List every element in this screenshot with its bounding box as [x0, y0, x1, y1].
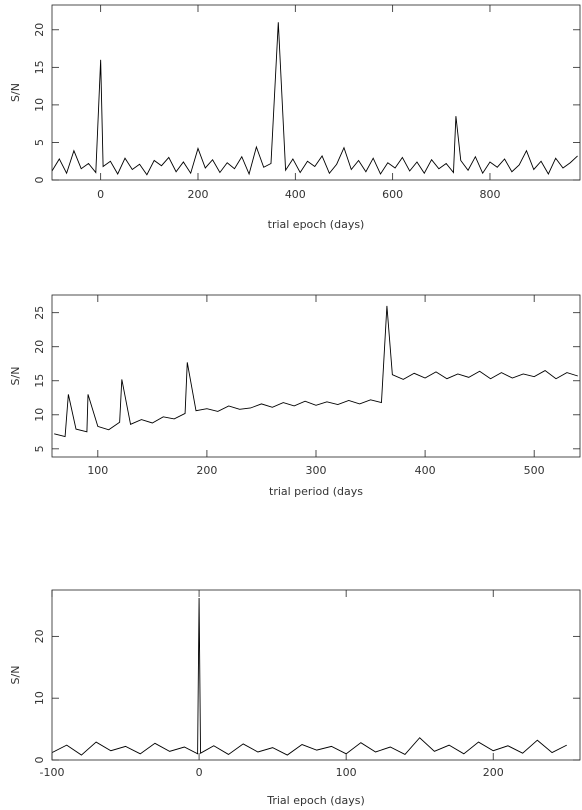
- x-tick-label: 500: [524, 464, 545, 477]
- x-tick-label: -100: [40, 766, 65, 779]
- y-tick-label: 0: [33, 757, 46, 764]
- plot-frame: [51, 294, 581, 458]
- x-tick-label: 400: [285, 188, 306, 201]
- x-tick-label: 200: [483, 766, 504, 779]
- y-tick-label: 15: [33, 374, 46, 388]
- y-tick-label: 15: [33, 60, 46, 74]
- x-tick-label: 800: [479, 188, 500, 201]
- x-tick-label: 600: [382, 188, 403, 201]
- y-axis-label: S/N: [9, 83, 22, 102]
- data-line: [52, 22, 578, 176]
- y-axis-label: S/N: [9, 666, 22, 685]
- x-tick-label: 200: [187, 188, 208, 201]
- y-tick-label: 0: [33, 177, 46, 184]
- x-axis-label: trial period (days: [269, 485, 363, 498]
- y-tick-label: 20: [33, 629, 46, 643]
- plot-frame: [51, 589, 581, 761]
- x-tick-label: 0: [97, 188, 104, 201]
- x-tick-label: 100: [87, 464, 108, 477]
- y-tick-label: 20: [33, 23, 46, 37]
- y-tick-label: 25: [33, 306, 46, 320]
- y-tick-label: 10: [33, 408, 46, 422]
- data-line: [54, 305, 578, 438]
- y-tick-label: 5: [33, 139, 46, 146]
- y-tick-label: 10: [33, 98, 46, 112]
- y-axis-label: S/N: [9, 367, 22, 386]
- y-tick-label: 10: [33, 691, 46, 705]
- x-tick-label: 100: [336, 766, 357, 779]
- x-tick-label: 400: [415, 464, 436, 477]
- x-axis-label: trial epoch (days): [268, 218, 365, 231]
- plot-frame: [51, 4, 581, 181]
- x-tick-label: 0: [196, 766, 203, 779]
- y-tick-label: 5: [33, 445, 46, 452]
- x-tick-label: 200: [196, 464, 217, 477]
- y-tick-label: 20: [33, 340, 46, 354]
- x-tick-label: 300: [306, 464, 327, 477]
- x-axis-label: Trial epoch (days): [266, 794, 365, 807]
- data-line: [52, 598, 567, 756]
